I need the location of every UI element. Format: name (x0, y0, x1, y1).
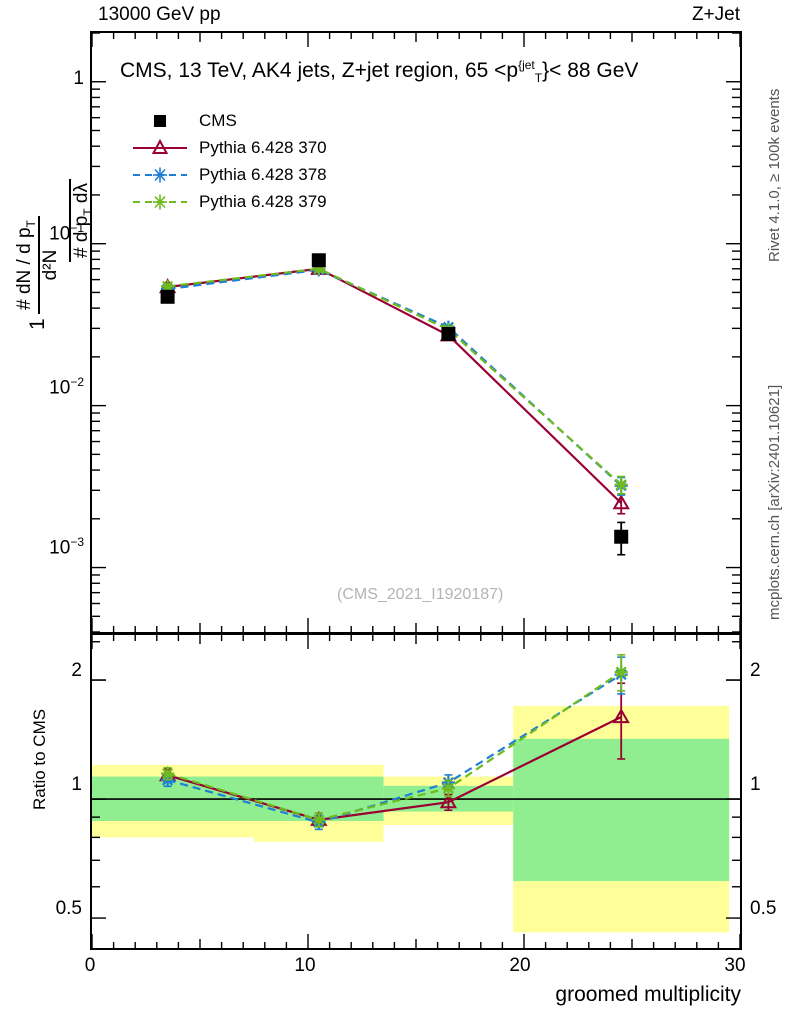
legend: CMS Pythia 6.428 370 (131, 107, 327, 215)
series-pythia-6-428-370 (158, 259, 630, 515)
legend-key-cms-square (131, 110, 189, 132)
mcplots-source-note: mcplots.cern.ch [arXiv:2401.10621] (766, 384, 783, 620)
legend-item-cms[interactable]: CMS (131, 107, 327, 134)
ratio-uncertainty-bands (92, 705, 730, 933)
legend-key-pythia-379 (131, 191, 189, 213)
main-axis-ticks (92, 33, 740, 632)
ratio-axis-ticks (92, 635, 740, 948)
legend-item-pythia-378[interactable]: Pythia 6.428 378 (131, 161, 327, 188)
ratio-ytick-1-right: 1 (750, 774, 761, 795)
plot-title: CMS, 13 TeV, AK4 jets, Z+jet region, 65 … (120, 58, 639, 86)
band-inner-3 (513, 738, 730, 882)
main-plot-canvas (92, 33, 740, 632)
legend-item-pythia-379[interactable]: Pythia 6.428 379 (131, 188, 327, 215)
series-cms (160, 253, 629, 556)
rivet-version-note: Rivet 4.1.0, ≥ 100k events (766, 88, 783, 262)
legend-label-cms: CMS (199, 110, 237, 130)
ratio-ytick-1-left: 1 (71, 774, 82, 795)
legend-key-pythia-378 (131, 164, 189, 186)
ratio-plot-canvas (92, 635, 740, 948)
legend-key-pythia-370 (131, 137, 189, 159)
xtick-10: 10 (294, 955, 316, 976)
x-axis-title: groomed multiplicity (555, 983, 741, 1006)
legend-label-pythia-370: Pythia 6.428 370 (199, 137, 327, 157)
legend-label-pythia-379: Pythia 6.428 379 (199, 191, 327, 211)
xtick-30: 30 (724, 955, 746, 976)
ratio-ytick-2-left: 2 (71, 660, 82, 681)
main-ytick-1e-2: 10−2 (49, 375, 84, 399)
series-pythia-6-428-378 (161, 263, 628, 496)
analysis-id-watermark: (CMS_2021_I1920187) (337, 586, 504, 603)
y-axis-title-one: 1 (25, 318, 49, 330)
legend-label-pythia-378: Pythia 6.428 378 (199, 164, 327, 184)
series-pythia-6-428-379 (161, 653, 628, 828)
legend-item-pythia-370[interactable]: Pythia 6.428 370 (131, 134, 327, 161)
region-label: Z+Jet (691, 4, 740, 25)
series-pythia-6-428-379 (161, 262, 628, 495)
ratio-plot-panel[interactable] (90, 633, 742, 950)
main-ytick-1e-3: 10−3 (49, 535, 84, 559)
ratio-ytick-05-right: 0.5 (750, 898, 777, 919)
beam-energy-label: 13000 GeV pp (98, 4, 221, 25)
ratio-ytick-2-right: 2 (750, 660, 761, 681)
xtick-20: 20 (509, 955, 531, 976)
main-ytick-1: 1 (73, 68, 84, 89)
xtick-0: 0 (84, 955, 96, 976)
main-ytick-1e-1: 10−1 (49, 221, 84, 245)
ratio-ytick-05-left: 0.5 (55, 898, 82, 919)
main-plot-panel[interactable] (90, 31, 742, 634)
